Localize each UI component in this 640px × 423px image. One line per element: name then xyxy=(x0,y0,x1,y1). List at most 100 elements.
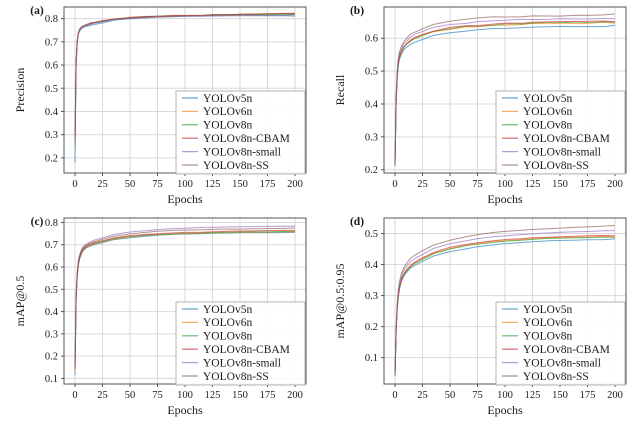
x-axis-label: Epochs xyxy=(487,403,523,417)
legend-label: YOLOv8n-small xyxy=(523,146,601,158)
y-axis-label: Precision xyxy=(13,68,27,113)
legend: YOLOv5nYOLOv6nYOLOv8nYOLOv8n-CBAMYOLOv8n… xyxy=(175,301,306,386)
x-tick-label: 25 xyxy=(417,390,428,401)
y-tick-label: 0.6 xyxy=(45,61,58,72)
x-tick-label: 100 xyxy=(177,179,193,190)
legend-label: YOLOv6n xyxy=(523,317,572,329)
legend-label: YOLOv8n-SS xyxy=(203,371,269,383)
x-tick-label: 0 xyxy=(72,390,77,401)
series-YOLOv8n-SS xyxy=(74,227,296,370)
x-tick-label: 0 xyxy=(72,179,77,190)
y-tick-label: 0.4 xyxy=(45,107,59,118)
series-YOLOv8n-SS xyxy=(394,13,616,165)
x-tick-label: 0 xyxy=(392,179,397,190)
y-tick-label: 0.1 xyxy=(45,374,58,385)
x-tick-label: 75 xyxy=(472,390,483,401)
x-axis-label: Epochs xyxy=(167,192,203,206)
y-tick-label: 0.4 xyxy=(45,307,59,318)
y-tick-label: 0.3 xyxy=(365,132,378,143)
legend-label: YOLOv6n xyxy=(203,106,252,118)
legend-entry-YOLOv8n-small: YOLOv8n-small xyxy=(182,357,281,369)
legend-entry-YOLOv8n-CBAM: YOLOv8n-CBAM xyxy=(182,133,290,145)
x-tick-label: 75 xyxy=(152,179,163,190)
y-tick-label: 0.4 xyxy=(365,99,379,110)
x-tick-label: 125 xyxy=(205,179,221,190)
legend-box xyxy=(495,90,626,175)
legend-entry-YOLOv8n-SS: YOLOv8n-SS xyxy=(502,371,589,383)
legend-entry-YOLOv8n-small: YOLOv8n-small xyxy=(502,357,601,369)
x-tick-label: 150 xyxy=(232,179,248,190)
x-tick-label: 175 xyxy=(260,179,276,190)
x-axis-label: Epochs xyxy=(487,192,523,206)
legend: YOLOv5nYOLOv6nYOLOv8nYOLOv8n-CBAMYOLOv8n… xyxy=(175,90,306,175)
x-tick-label: 50 xyxy=(445,390,456,401)
y-tick-label: 0.7 xyxy=(45,240,58,251)
legend-label: YOLOv8n-CBAM xyxy=(523,133,610,145)
x-tick-label: 25 xyxy=(97,390,108,401)
panel-label: (d) xyxy=(350,216,364,228)
legend-entry-YOLOv5n: YOLOv5n xyxy=(182,93,252,105)
y-tick-label: 0.1 xyxy=(365,353,378,364)
series-lines xyxy=(394,225,616,377)
legend-label: YOLOv5n xyxy=(203,93,252,105)
x-tick-label: 175 xyxy=(580,390,596,401)
y-tick-label: 0.5 xyxy=(365,67,378,78)
legend-entry-YOLOv8n: YOLOv8n xyxy=(182,120,252,132)
y-tick-label: 0.7 xyxy=(45,37,58,48)
legend-entry-YOLOv6n: YOLOv6n xyxy=(182,317,252,329)
chart-(a): 0 25 50 75 100 125 150 175 200 0.2 0.3 0.4 0.5 0.6 0.7… xyxy=(13,5,307,206)
x-tick-label: 25 xyxy=(97,179,108,190)
y-tick-label: 0.8 xyxy=(45,14,58,25)
chart-(c): 0 25 50 75 100 125 150 175 200 0.1 0.2 0.3 0.4 0.5 0.6… xyxy=(13,216,307,417)
series-lines xyxy=(74,225,296,376)
panel-c-map50-chart: 0 25 50 75 100 125 150 175 200 0.1 0.2 0.3 0.4 0.5 0.6… xyxy=(0,211,320,422)
legend-label: YOLOv8n-SS xyxy=(523,371,589,383)
y-tick-label: 0.2 xyxy=(45,352,58,363)
y-tick-label: 0.4 xyxy=(365,260,379,271)
chart-(d): 0 25 50 75 100 125 150 175 200 0.1 0.2 0.3 0.4 0.5 Epo… xyxy=(333,216,627,417)
y-tick-label: 0.3 xyxy=(45,130,58,141)
panel-label: (c) xyxy=(31,216,44,228)
legend-label: YOLOv8n xyxy=(203,120,252,132)
x-tick-label: 125 xyxy=(525,390,541,401)
x-tick-label: 200 xyxy=(607,179,623,190)
y-tick-label: 0.6 xyxy=(45,263,58,274)
legend-entry-YOLOv8n-SS: YOLOv8n-SS xyxy=(502,160,589,172)
series-lines xyxy=(74,12,296,163)
legend: YOLOv5nYOLOv6nYOLOv8nYOLOv8n-CBAMYOLOv8n… xyxy=(495,301,626,386)
legend-label: YOLOv5n xyxy=(523,304,572,316)
legend-label: YOLOv8n-CBAM xyxy=(203,133,290,145)
x-axis-label: Epochs xyxy=(167,403,203,417)
x-tick-label: 50 xyxy=(445,179,456,190)
y-tick-label: 0.6 xyxy=(365,34,378,45)
legend-label: YOLOv8n-CBAM xyxy=(203,344,290,356)
y-tick-label: 0.5 xyxy=(365,229,378,240)
legend-entry-YOLOv8n: YOLOv8n xyxy=(502,120,572,132)
legend-entry-YOLOv6n: YOLOv6n xyxy=(182,106,252,118)
legend-entry-YOLOv8n-CBAM: YOLOv8n-CBAM xyxy=(502,344,610,356)
legend-entry-YOLOv8n: YOLOv8n xyxy=(182,331,252,343)
x-tick-label: 200 xyxy=(287,390,303,401)
panel-b-recall-chart: 0 25 50 75 100 125 150 175 200 0.2 0.3 0.4 0.5 0.6 Epo… xyxy=(320,0,640,211)
y-tick-label: 0.2 xyxy=(365,165,378,176)
x-tick-label: 150 xyxy=(552,179,568,190)
x-tick-label: 50 xyxy=(125,179,136,190)
legend-entry-YOLOv5n: YOLOv5n xyxy=(502,93,572,105)
legend-label: YOLOv8n xyxy=(523,331,572,343)
legend-label: YOLOv8n-SS xyxy=(523,160,589,172)
legend-entry-YOLOv6n: YOLOv6n xyxy=(502,317,572,329)
series-YOLOv8n-SS xyxy=(394,225,616,374)
x-tick-label: 175 xyxy=(260,390,276,401)
legend-label: YOLOv8n-small xyxy=(203,357,281,369)
legend-box xyxy=(495,301,626,386)
legend-label: YOLOv8n xyxy=(203,331,252,343)
x-tick-label: 0 xyxy=(392,390,397,401)
panel-a-precision-chart: 0 25 50 75 100 125 150 175 200 0.2 0.3 0.4 0.5 0.6 0.7… xyxy=(0,0,320,211)
panel-label: (a) xyxy=(30,5,44,17)
axis-ticks: 0 25 50 75 100 125 150 175 200 0.1 0.2 0.3 0.4 0.5 xyxy=(365,229,623,401)
y-tick-label: 0.3 xyxy=(365,291,378,302)
y-tick-label: 0.5 xyxy=(45,285,58,296)
legend-label: YOLOv6n xyxy=(203,317,252,329)
legend: YOLOv5nYOLOv6nYOLOv8nYOLOv8n-CBAMYOLOv8n… xyxy=(495,90,626,175)
y-axis-label: mAP@0.5 xyxy=(13,276,27,327)
